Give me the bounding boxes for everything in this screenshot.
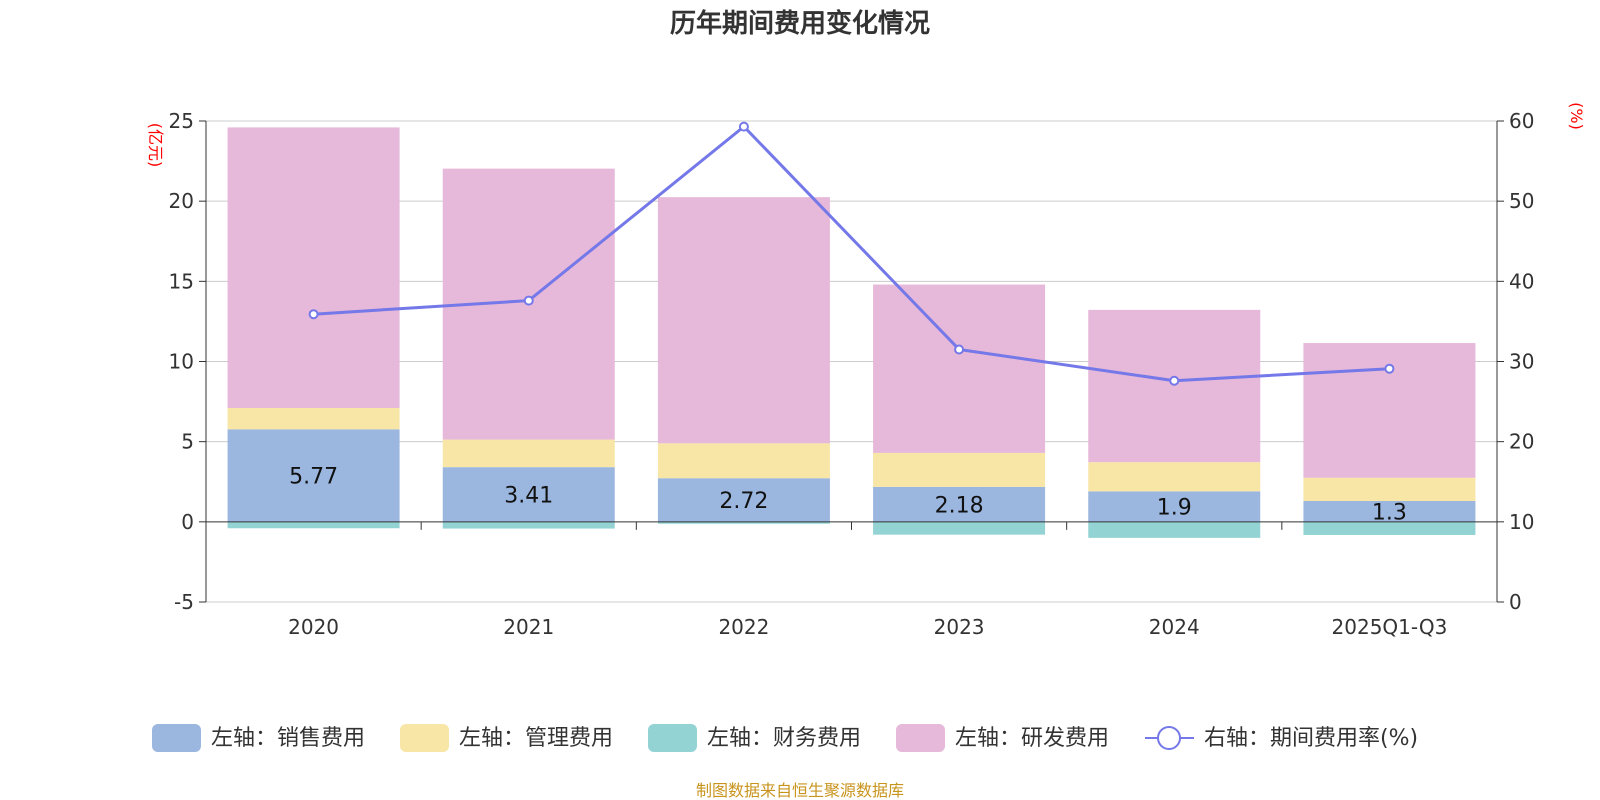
bar-segment [657,521,830,524]
bar-value-label: 5.77 [289,465,338,490]
bar-segment [442,467,615,522]
bar-value-label: 2.72 [719,489,768,514]
right-tick-label: 50 [1509,189,1534,213]
bar-segment [442,439,615,468]
bar-labels: 5.77 3.41 2.72 2.18 1.9 1.3 [289,465,1407,526]
category-label: 2020 [288,615,339,639]
bar-segment [1303,477,1476,501]
legend-label-rd: 左轴：研发费用 [955,726,1109,751]
legend-swatch [896,724,945,752]
right-tick-label: 40 [1509,269,1534,293]
bar-segment [873,486,1046,522]
bar-segment [227,429,400,522]
right-tick-label: 20 [1509,430,1534,454]
right-tick-label: 60 [1509,109,1534,133]
right-tick-label: 0 [1509,590,1522,614]
legend-item-admin[interactable]: 左轴：管理费用 [400,724,613,752]
ratio-point [738,121,749,132]
source-note: 制图数据来自恒生聚源数据库 [696,781,904,800]
bar-segment [1088,309,1261,463]
right-axis-unit: (%) [1567,102,1586,130]
legend-label-ratio: 右轴：期间费用率(%) [1204,726,1418,751]
bar-segment [657,443,830,479]
bar-segment [657,197,830,444]
bar-segment [227,407,400,430]
left-tick-label: 10 [169,350,194,374]
bar-segment [1303,521,1476,535]
legend-item-rd[interactable]: 左轴：研发费用 [896,724,1109,752]
ratio-point [308,309,319,320]
ratio-point [1169,375,1180,386]
ratio-line [313,124,1390,383]
bar-segment [873,521,1046,535]
bar-segment [873,452,1046,487]
bar-segment [1088,462,1261,492]
legend-item-ratio[interactable]: 右轴：期间费用率(%) [1145,726,1418,751]
ratio-point [523,295,534,306]
bar-segment [1303,343,1476,478]
legend: 左轴：销售费用 左轴：管理费用 左轴：财务费用 左轴：研发费用 右轴：期间费用率… [152,724,1418,752]
left-tick-label: 25 [169,109,194,133]
bar-value-label: 3.41 [504,483,553,508]
bar-value-label: 1.9 [1157,496,1192,521]
legend-label-finance: 左轴：财务费用 [707,726,861,751]
left-axis-unit: (亿元) [146,123,165,168]
legend-item-finance[interactable]: 左轴：财务费用 [648,724,861,752]
left-tick-label: 20 [169,189,194,213]
bars [227,127,1476,538]
legend-swatch [400,724,449,752]
bar-segment [1303,500,1476,522]
grid [206,120,1497,603]
category-label: 2025Q1-Q3 [1332,615,1448,639]
category-label: 2021 [503,615,554,639]
bar-segment [442,521,615,529]
legend-label-admin: 左轴：管理费用 [459,726,613,751]
category-label: 2022 [718,615,769,639]
bar-segment [657,478,830,522]
category-label: 2023 [934,615,985,639]
bar-segment [873,284,1046,453]
ratio-point [954,344,965,355]
ratio-point [1384,363,1395,374]
chart-title: 历年期间费用变化情况 [670,8,930,39]
legend-swatch [152,724,201,752]
bar-segment [227,127,400,408]
left-tick-label: -5 [174,590,194,614]
bar-value-label: 1.3 [1372,500,1407,525]
left-tick-label: 0 [181,510,194,534]
expense-ratio-line [308,121,1395,386]
legend-label-sales: 左轴：销售费用 [211,726,365,751]
bar-segment [227,521,400,529]
bar-segment [1088,521,1261,538]
left-tick-label: 15 [169,269,194,293]
right-tick-label: 10 [1509,510,1534,534]
legend-item-sales[interactable]: 左轴：销售费用 [152,724,365,752]
category-label: 2024 [1149,615,1200,639]
bar-segment [1088,491,1261,522]
bar-value-label: 2.18 [935,493,984,518]
legend-circle-marker [1157,726,1181,750]
right-tick-label: 30 [1509,350,1534,374]
left-tick-label: 5 [181,430,194,454]
legend-swatch [648,724,697,752]
